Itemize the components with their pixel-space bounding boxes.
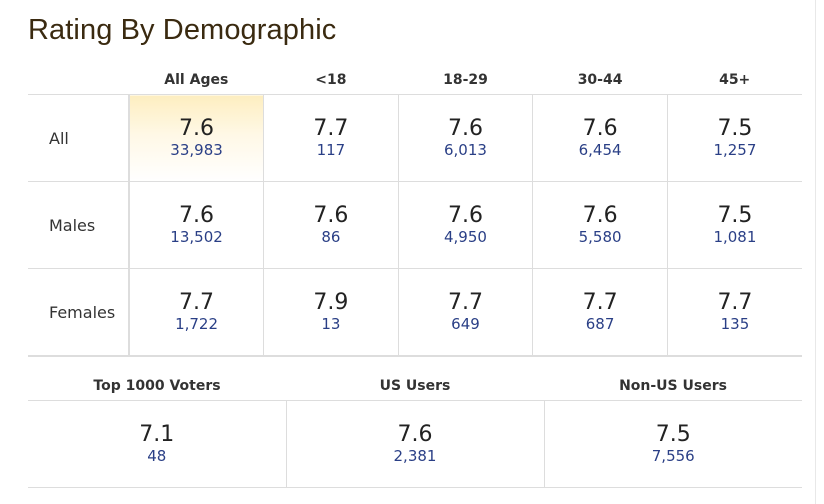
votes-link[interactable]: 649 — [451, 314, 480, 333]
row-label-females: Females — [28, 268, 129, 357]
cell-all-18-29: 7.6 6,013 — [397, 94, 533, 182]
rating-value: 7.6 — [313, 202, 349, 228]
rating-value: 7.6 — [179, 115, 215, 141]
votes-link[interactable]: 86 — [321, 227, 341, 246]
votes-link[interactable]: 117 — [316, 140, 346, 159]
votes-link[interactable]: 13 — [321, 314, 341, 333]
voter-group-table: Top 1000 Voters US Users Non-US Users 7.… — [28, 372, 802, 488]
votes-link[interactable]: 6,013 — [444, 140, 487, 159]
cell-females-18-29: 7.7 649 — [397, 268, 533, 357]
rating-value: 7.7 — [447, 289, 483, 315]
votes-link[interactable]: 2,381 — [393, 446, 437, 465]
votes-link[interactable]: 48 — [147, 446, 167, 465]
rating-value: 7.7 — [313, 115, 349, 141]
page-title: Rating By Demographic — [28, 14, 337, 46]
column-header-45-plus: 45+ — [719, 72, 751, 88]
rating-value: 7.6 — [582, 202, 618, 228]
rating-value: 7.6 — [447, 115, 483, 141]
rating-value: 7.6 — [397, 421, 433, 447]
row-label-all: All — [28, 94, 129, 182]
cell-all-under-18: 7.7 117 — [263, 94, 399, 182]
votes-link[interactable]: 4,950 — [444, 227, 487, 246]
cell-us-users: 7.6 2,381 — [285, 400, 544, 488]
cell-all-all-ages: 7.6 33,983 — [128, 94, 264, 182]
votes-link[interactable]: 13,502 — [170, 227, 223, 246]
column-header-all-ages: All Ages — [164, 72, 229, 88]
cell-non-us-users: 7.5 7,556 — [543, 400, 802, 488]
column-header-30-44: 30-44 — [577, 72, 623, 88]
votes-link[interactable]: 1,257 — [713, 140, 757, 159]
votes-link[interactable]: 33,983 — [170, 140, 223, 159]
rating-value: 7.6 — [447, 202, 483, 228]
column-header-us-users: US Users — [379, 378, 451, 394]
table-row-males: Males 7.6 13,502 7.6 86 7.6 4,950 7.6 5,… — [28, 181, 802, 269]
rating-value: 7.7 — [717, 289, 753, 315]
group-header-row: Top 1000 Voters US Users Non-US Users — [28, 372, 802, 401]
column-header-under-18: <18 — [315, 72, 347, 88]
cell-males-30-44: 7.6 5,580 — [532, 181, 668, 269]
cell-females-30-44: 7.7 687 — [532, 268, 668, 357]
votes-link[interactable]: 7,556 — [651, 446, 695, 465]
votes-link[interactable]: 6,454 — [578, 140, 622, 159]
votes-link[interactable]: 5,580 — [578, 227, 622, 246]
rating-value: 7.7 — [179, 289, 215, 315]
rating-value: 7.7 — [582, 289, 618, 315]
column-header-non-us-users: Non-US Users — [619, 378, 727, 394]
rating-value: 7.5 — [717, 202, 753, 228]
row-label-males: Males — [28, 181, 129, 269]
cell-females-45-plus: 7.7 135 — [666, 268, 802, 357]
rating-value: 7.5 — [717, 115, 753, 141]
cell-males-18-29: 7.6 4,950 — [397, 181, 533, 269]
rating-value: 7.6 — [582, 115, 618, 141]
rating-value: 7.6 — [179, 202, 215, 228]
votes-link[interactable]: 1,722 — [175, 314, 219, 333]
cell-females-all-ages: 7.7 1,722 — [128, 268, 264, 357]
demographic-table: All Ages <18 18-29 30-44 45+ All 7.6 33,… — [28, 66, 802, 357]
cell-all-45-plus: 7.5 1,257 — [666, 94, 802, 182]
table-row-all: All 7.6 33,983 7.7 117 7.6 6,013 7.6 6,4… — [28, 94, 802, 182]
cell-males-all-ages: 7.6 13,502 — [128, 181, 264, 269]
group-data-row: 7.1 48 7.6 2,381 7.5 7,556 — [28, 400, 802, 488]
rating-value: 7.1 — [139, 421, 175, 447]
header-row: All Ages <18 18-29 30-44 45+ — [28, 66, 802, 95]
cell-top-1000-voters: 7.1 48 — [28, 400, 286, 488]
cell-males-45-plus: 7.5 1,081 — [666, 181, 802, 269]
column-header-top-1000-voters: Top 1000 Voters — [93, 378, 221, 394]
votes-link[interactable]: 135 — [720, 314, 750, 333]
rating-value: 7.9 — [313, 289, 349, 315]
cell-females-under-18: 7.9 13 — [263, 268, 399, 357]
column-header-18-29: 18-29 — [443, 72, 488, 88]
header-corner — [28, 66, 129, 95]
table-row-females: Females 7.7 1,722 7.9 13 7.7 649 7.7 687… — [28, 268, 802, 357]
votes-link[interactable]: 1,081 — [713, 227, 757, 246]
rating-value: 7.5 — [655, 421, 691, 447]
cell-all-30-44: 7.6 6,454 — [532, 94, 668, 182]
votes-link[interactable]: 687 — [585, 314, 615, 333]
cell-males-under-18: 7.6 86 — [263, 181, 399, 269]
